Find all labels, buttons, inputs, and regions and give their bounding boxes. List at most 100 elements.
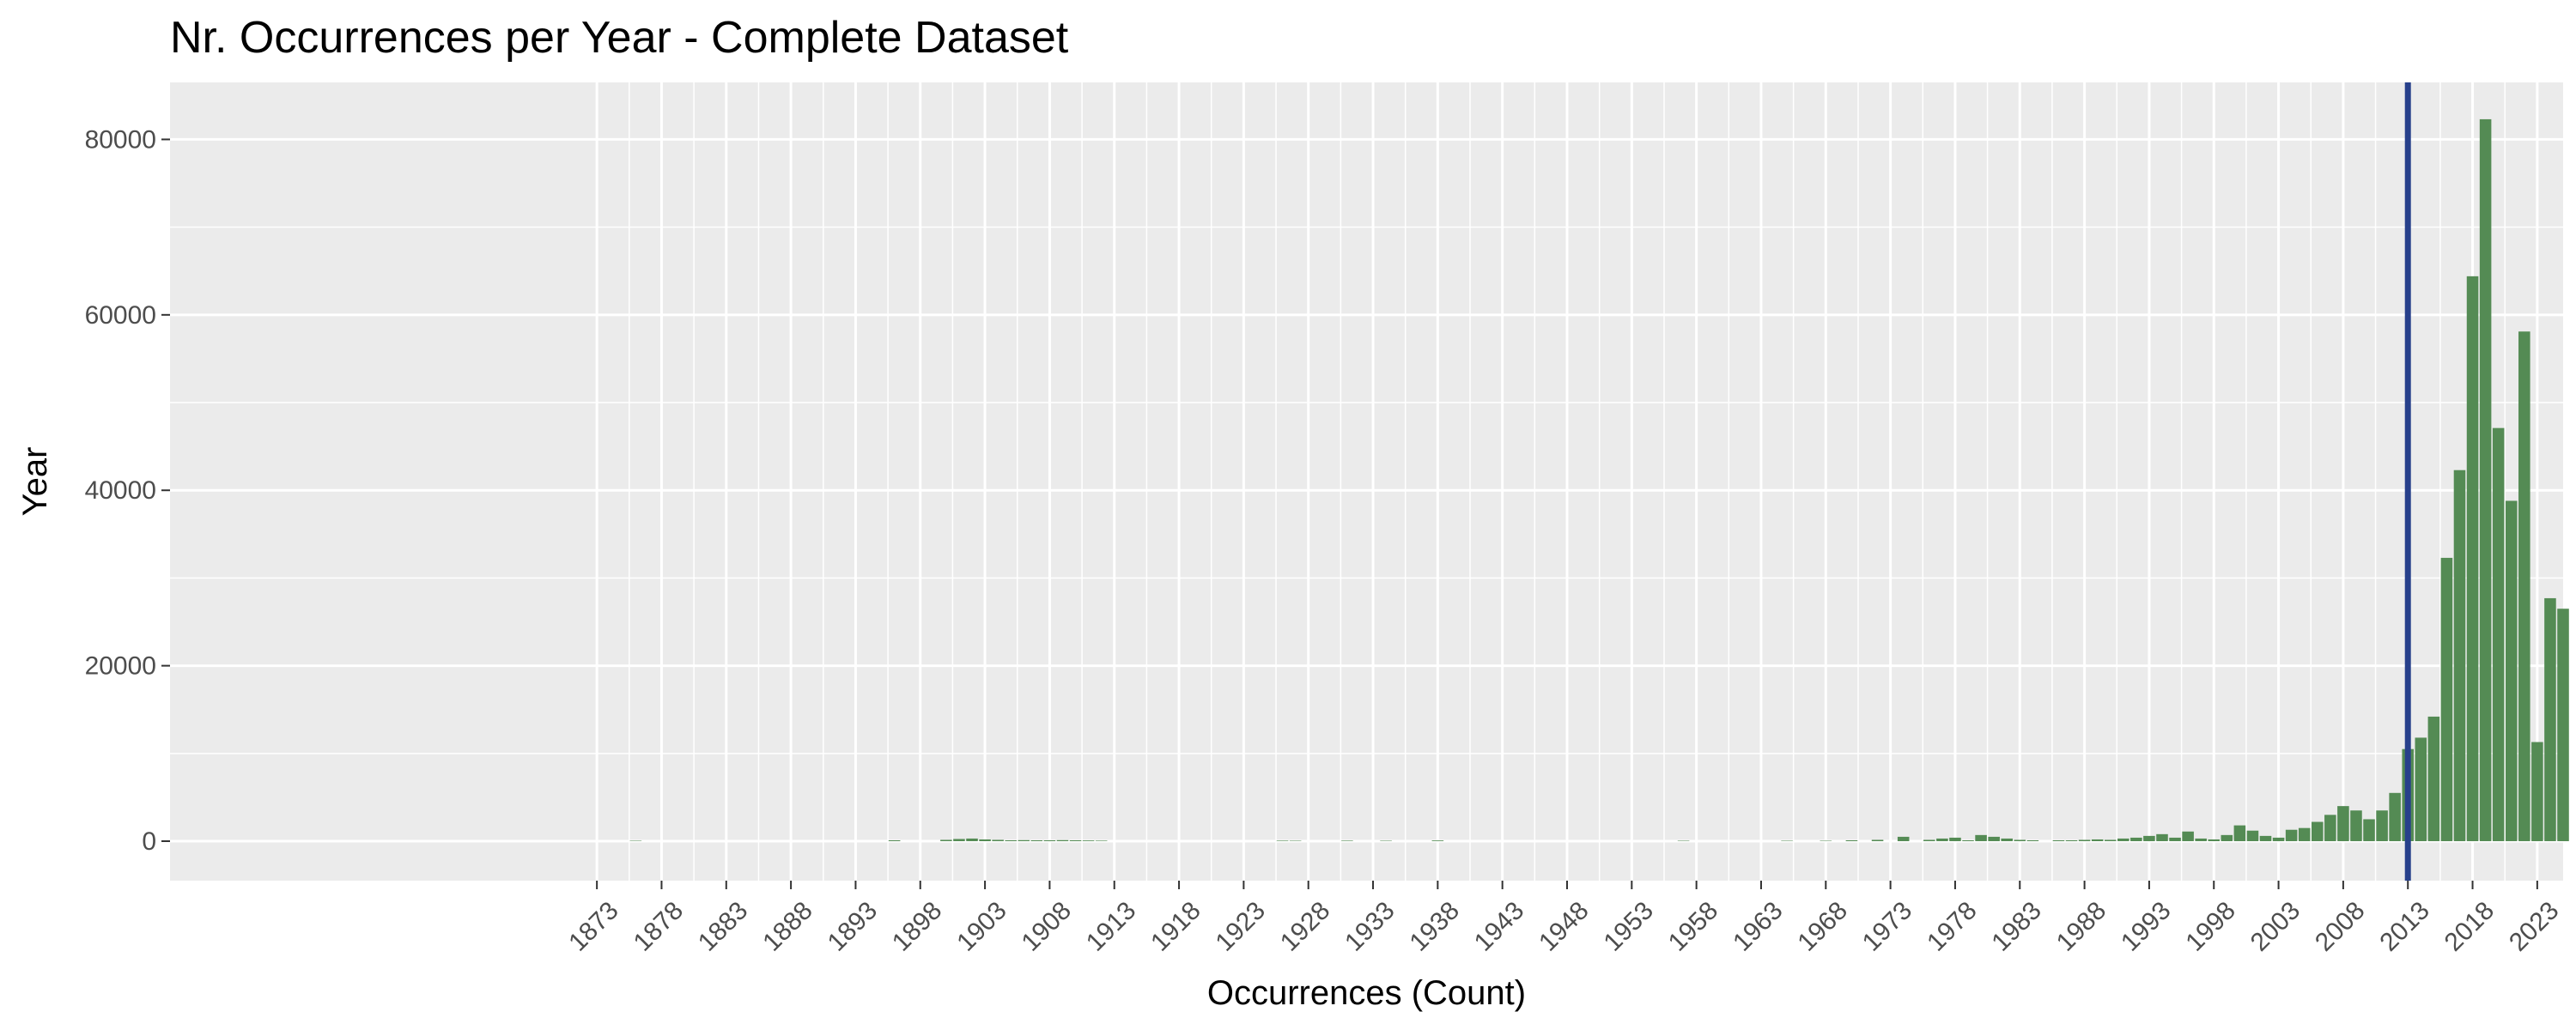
bar [1988,836,2000,842]
x-tick-label: 2003 [2245,896,2306,957]
bar [2091,839,2104,842]
x-tick-label: 1998 [2180,896,2241,957]
bar [2156,833,2168,842]
bar [2233,825,2246,842]
y-tick-label: 0 [142,827,156,856]
bar [1845,839,1858,842]
bar [1043,839,1056,842]
bar [979,839,991,842]
x-tick-label: 1898 [887,896,948,957]
x-tick-label: 1958 [1663,896,1724,957]
bar [2078,839,2091,842]
x-tick-label: 1963 [1728,896,1789,957]
x-tick-label: 1878 [629,896,690,957]
x-tick-label: 1888 [757,896,818,957]
x-tick-label: 1893 [823,896,884,957]
bar [2298,827,2311,842]
bar [2427,716,2440,842]
x-tick-label: 1903 [951,896,1012,957]
bar [1923,839,1935,842]
bar [2466,276,2479,842]
bar [2350,810,2362,842]
bar [1781,840,1793,842]
bar [2492,427,2505,842]
x-tick-label: 2023 [2504,896,2565,957]
bar [1095,840,1108,842]
bar [1677,840,1690,842]
bar [1897,836,1910,842]
bar [1341,840,1353,842]
x-tick-label: 1913 [1081,896,1142,957]
bar [940,839,952,842]
bar [2544,597,2556,842]
bar [966,838,978,842]
bar [2479,118,2492,842]
bar [2104,839,2117,842]
bar [2208,839,2221,842]
bar [1431,840,1444,842]
x-tick-label: 1938 [1404,896,1465,957]
bar [2014,839,2026,842]
bar [2117,838,2129,842]
x-tick-label: 1933 [1340,896,1400,957]
bar [2531,742,2543,842]
bar [629,840,642,842]
bar [2169,837,2181,842]
bar [1975,834,1987,842]
bar [2182,831,2194,842]
bar [2453,470,2466,842]
x-tick-label: 1983 [1986,896,2047,957]
x-tick-label: 1928 [1275,896,1336,957]
bar [2505,500,2518,842]
bar [1949,837,1961,842]
bar [2337,806,2349,842]
x-tick-label: 1973 [1857,896,1918,957]
x-tick-label: 1988 [2051,896,2112,957]
x-tick-label: 1968 [1792,896,1853,957]
x-tick-label: 1943 [1469,896,1530,957]
x-tick-label: 1948 [1534,896,1595,957]
y-tick-label: 60000 [85,301,156,330]
bar [2246,830,2259,842]
bar [2052,839,2065,842]
bar [2001,838,2013,842]
bar [1962,839,1974,842]
y-tick-label: 40000 [85,476,156,505]
bar [888,839,901,842]
bar [2272,837,2285,842]
bar [1005,839,1017,842]
y-axis-title: Year [16,447,54,517]
bar [2195,838,2207,842]
bar [2557,609,2569,842]
bar [2143,835,2155,842]
bar [953,839,965,842]
bar [2415,737,2427,842]
bar [1018,839,1030,842]
bar [2065,839,2078,842]
bar [2259,835,2272,842]
bar [2285,829,2298,842]
x-axis-title: Occurrences (Count) [1207,974,1526,1012]
x-tick-label: 2018 [2439,896,2500,957]
x-tick-label: 1883 [693,896,754,957]
y-tick-label: 20000 [85,652,156,681]
x-tick-label: 1873 [563,896,624,957]
bar [1820,840,1832,842]
x-tick-label: 1978 [1922,896,1983,957]
bar [1069,839,1082,842]
bar [2130,837,2142,842]
bar [1380,840,1392,842]
bar [1871,839,1884,842]
bar [1289,840,1302,842]
x-tick-label: 1918 [1145,896,1206,957]
bar [2026,839,2039,842]
bar [992,839,1004,842]
bar [2311,821,2324,842]
bar [1276,840,1289,842]
x-tick-label: 2008 [2310,896,2371,957]
y-tick-label: 80000 [85,125,156,154]
x-tick-label: 1993 [2116,896,2177,957]
x-tick-label: 1923 [1211,896,1272,957]
bar [1056,839,1069,842]
